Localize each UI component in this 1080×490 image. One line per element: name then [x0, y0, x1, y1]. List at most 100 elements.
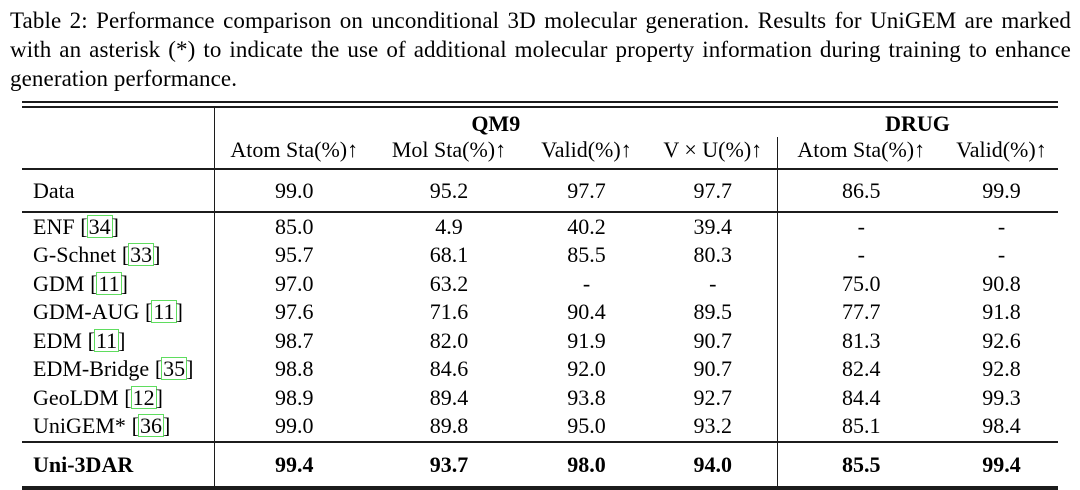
- row-label: Data: [22, 169, 215, 212]
- bracket: ]: [111, 213, 119, 239]
- cell-value: 98.7: [275, 327, 314, 353]
- cell-value: 99.4: [275, 452, 314, 477]
- citation-link[interactable]: 33: [128, 242, 155, 267]
- table-row-edm-bridge: EDM-Bridge [35] 98.8 84.6 92.0 90.7 82.4 …: [22, 355, 1058, 384]
- cell-value: 71.6: [429, 299, 469, 324]
- cell-value: 86.5: [776, 169, 946, 212]
- cell-value: -: [582, 270, 591, 296]
- row-label: UniGEM*: [33, 413, 126, 438]
- cell-value: 81.3: [776, 327, 946, 356]
- cell-value: -: [997, 242, 1006, 267]
- cell-value: 89.8: [429, 413, 469, 438]
- table-caption: Table 2: Performance comparison on uncon…: [10, 8, 1071, 91]
- group-header-qm9: QM9: [471, 111, 521, 136]
- cell-value: 91.9: [567, 327, 606, 353]
- cell-value: 95.2: [429, 178, 469, 203]
- cell-value: 85.0: [275, 213, 314, 239]
- bracket: [: [131, 413, 139, 438]
- row-label: G-Schnet: [33, 242, 117, 267]
- row-label: EDM: [33, 327, 82, 353]
- cell-value: 40.2: [567, 213, 606, 239]
- cell-value: 97.7: [693, 178, 733, 203]
- bracket: [: [145, 299, 153, 324]
- cell-value: 99.3: [982, 384, 1021, 410]
- cell-value: 89.5: [693, 299, 733, 324]
- bracket: [: [80, 213, 88, 239]
- citation-link[interactable]: 34: [86, 213, 113, 239]
- col-header-qm9-vxu: V × U(%)↑: [663, 137, 763, 162]
- bracket: ]: [186, 356, 194, 381]
- cell-value: 99.0: [275, 413, 314, 438]
- cell-value: -: [776, 241, 946, 270]
- col-header-qm9-atom-sta: Atom Sta(%)↑: [230, 137, 359, 162]
- uni3dar-section: Uni-3DAR 99.4 93.7 98.0 94.0 85.5 99.4: [22, 442, 1059, 488]
- cell-value: 98.4: [982, 413, 1021, 438]
- table-row-enf: ENF [34] 85.0 4.9 40.2 39.4 - -: [22, 212, 1058, 242]
- cell-value: -: [997, 213, 1006, 239]
- cell-value: 98.9: [275, 384, 314, 410]
- cell-value: 77.7: [776, 298, 946, 327]
- bracket: ]: [155, 384, 163, 410]
- cell-value: 92.6: [982, 327, 1021, 353]
- cell-value: 98.0: [567, 452, 606, 477]
- cell-value: 90.7: [693, 356, 733, 381]
- cell-value: -: [776, 212, 946, 242]
- bracket: ]: [153, 242, 161, 267]
- cell-value: 99.9: [982, 178, 1021, 203]
- cell-value: 97.6: [275, 299, 314, 324]
- citation-link[interactable]: 36: [137, 413, 164, 438]
- cell-value: 90.7: [693, 327, 733, 353]
- table-row-geoldm: GeoLDM [12] 98.9 89.4 93.8 92.7 84.4 99.3: [22, 384, 1058, 413]
- row-label: GDM-AUG: [33, 299, 140, 324]
- cell-value: 98.8: [275, 356, 314, 381]
- cell-value: 80.3: [693, 242, 733, 267]
- bracket: ]: [118, 327, 126, 353]
- bracket: [: [87, 327, 95, 353]
- citation-link[interactable]: 35: [161, 356, 188, 381]
- cell-value: 92.0: [567, 356, 606, 381]
- row-label: EDM-Bridge: [33, 356, 150, 381]
- col-header-drug-atom-sta: Atom Sta(%)↑: [776, 137, 946, 169]
- cell-value: 85.5: [567, 242, 606, 267]
- bracket: [: [154, 356, 163, 381]
- cell-value: 93.8: [567, 384, 606, 410]
- data-section: Data 99.0 95.2 97.7 97.7 86.5 99.9: [22, 169, 1059, 212]
- col-header-qm9-valid: Valid(%)↑: [541, 137, 632, 162]
- cell-value: 39.4: [693, 213, 733, 239]
- table-row-uni3dar: Uni-3DAR 99.4 93.7 98.0 94.0 85.5 99.4: [22, 442, 1058, 488]
- row-label: Uni-3DAR: [22, 442, 215, 488]
- header-spacer: [22, 104, 215, 137]
- cell-value: 4.9: [435, 213, 463, 239]
- table-row-gschnet: G-Schnet [33] 95.7 68.1 85.5 80.3 - -: [22, 241, 1058, 270]
- column-header-row: Atom Sta(%)↑ Mol Sta(%)↑ Valid(%)↑ V × U…: [22, 137, 1058, 169]
- bracket: ]: [175, 299, 183, 324]
- citation-link[interactable]: 11: [93, 327, 120, 353]
- citation-link[interactable]: 12: [130, 384, 157, 410]
- cell-value: 90.4: [567, 299, 606, 324]
- row-label: GeoLDM: [33, 384, 119, 410]
- group-header-row: QM9 DRUG: [22, 104, 1058, 137]
- cell-value: 95.0: [567, 413, 606, 438]
- cell-value: 63.2: [429, 270, 469, 296]
- citation-link[interactable]: 11: [96, 270, 122, 296]
- cell-value: 84.4: [776, 384, 946, 413]
- cell-value: 92.8: [982, 356, 1021, 381]
- table-row-gdm: GDM [11] 97.0 63.2 - - 75.0 90.8: [22, 270, 1058, 299]
- bracket: [: [121, 242, 130, 267]
- cell-value: 84.6: [429, 356, 469, 381]
- table-header: QM9 DRUG Atom Sta(%)↑ Mol Sta(%)↑ Valid(…: [22, 104, 1059, 169]
- table-row-gdm-aug: GDM-AUG [11] 97.6 71.6 90.4 89.5 77.7 91.…: [22, 298, 1058, 327]
- citation-link[interactable]: 11: [151, 299, 177, 324]
- table-row-data: Data 99.0 95.2 97.7 97.7 86.5 99.9: [22, 169, 1058, 212]
- cell-value: 99.4: [982, 452, 1021, 477]
- bracket: [: [124, 384, 132, 410]
- methods-section: ENF [34] 85.0 4.9 40.2 39.4 - - G-Schnet[…: [22, 212, 1058, 442]
- cell-value: 93.2: [693, 413, 733, 438]
- cell-value: 82.0: [429, 327, 469, 353]
- results-table: QM9 DRUG Atom Sta(%)↑ Mol Sta(%)↑ Valid(…: [22, 101, 1059, 490]
- row-label: GDM: [33, 270, 85, 296]
- bracket: ]: [120, 270, 128, 296]
- col-header-drug-valid: Valid(%)↑: [956, 137, 1047, 162]
- cell-value: 91.8: [982, 299, 1021, 324]
- cell-value: 90.8: [982, 270, 1021, 296]
